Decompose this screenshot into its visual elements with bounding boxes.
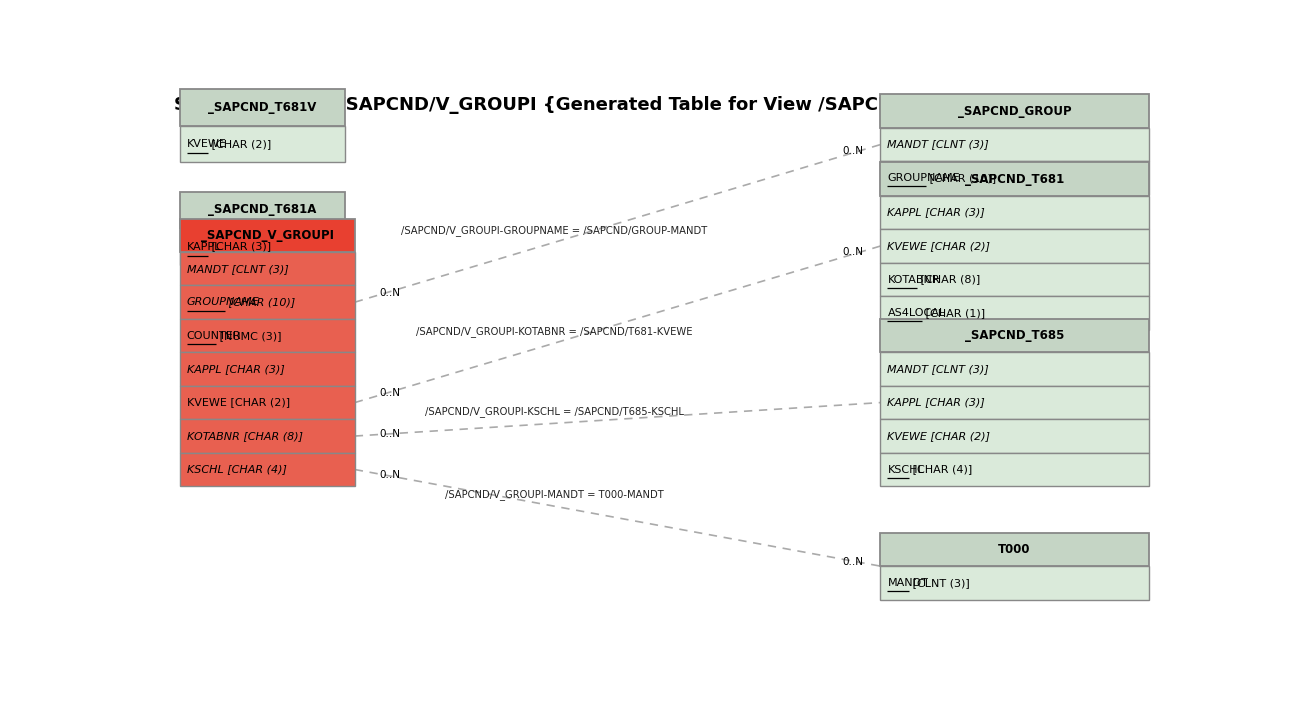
FancyBboxPatch shape [880,196,1149,229]
Text: /SAPCND/V_GROUPI-KSCHL = /SAPCND/T685-KSCHL: /SAPCND/V_GROUPI-KSCHL = /SAPCND/T685-KS… [425,406,683,417]
Text: AS4LOCAL: AS4LOCAL [888,308,946,318]
Text: SAP ABAP table /SAPCND/V_GROUPI {Generated Table for View /SAPCND/V_GROUPI}: SAP ABAP table /SAPCND/V_GROUPI {Generat… [173,96,1028,114]
Text: 0..N: 0..N [380,470,401,480]
FancyBboxPatch shape [180,219,355,252]
Text: KVEWE [CHAR (2)]: KVEWE [CHAR (2)] [888,431,991,441]
Text: /SAPCND/V_GROUPI-GROUPNAME = /SAPCND/GROUP-MANDT: /SAPCND/V_GROUPI-GROUPNAME = /SAPCND/GRO… [402,225,708,236]
Text: _SAPCND_V_GROUPI: _SAPCND_V_GROUPI [200,229,333,242]
Text: MANDT: MANDT [888,578,929,588]
Text: KAPPL [CHAR (3)]: KAPPL [CHAR (3)] [888,207,986,217]
Text: KOTABNR [CHAR (8)]: KOTABNR [CHAR (8)] [186,431,302,441]
FancyBboxPatch shape [180,285,355,319]
Text: MANDT [CLNT (3)]: MANDT [CLNT (3)] [888,139,990,149]
FancyBboxPatch shape [880,353,1149,386]
FancyBboxPatch shape [180,89,345,125]
Text: GROUPNAME: GROUPNAME [186,297,260,307]
FancyBboxPatch shape [880,533,1149,566]
Text: T000: T000 [999,543,1031,556]
FancyBboxPatch shape [880,419,1149,453]
Text: _SAPCND_T681: _SAPCND_T681 [965,172,1065,186]
Text: KSCHL [CHAR (4)]: KSCHL [CHAR (4)] [186,465,287,475]
FancyBboxPatch shape [880,566,1149,599]
Text: [CHAR (3)]: [CHAR (3)] [208,242,271,252]
FancyBboxPatch shape [880,128,1149,161]
Text: _SAPCND_T681V: _SAPCND_T681V [208,101,317,114]
Text: 0..N: 0..N [842,557,863,567]
FancyBboxPatch shape [180,453,355,486]
FancyBboxPatch shape [180,252,355,285]
Text: _SAPCND_GROUP: _SAPCND_GROUP [957,104,1071,118]
Text: 0..N: 0..N [842,146,863,156]
Text: [CHAR (10)]: [CHAR (10)] [926,173,996,183]
Text: KVEWE [CHAR (2)]: KVEWE [CHAR (2)] [186,397,289,407]
FancyBboxPatch shape [880,297,1149,329]
FancyBboxPatch shape [180,125,345,163]
Text: KVEWE [CHAR (2)]: KVEWE [CHAR (2)] [888,241,991,251]
Text: 0..N: 0..N [380,388,401,398]
Text: KOTABNR: KOTABNR [888,275,941,285]
FancyBboxPatch shape [180,419,355,453]
Text: KVEWE: KVEWE [186,139,226,149]
Text: 0..N: 0..N [842,247,863,257]
Text: KAPPL [CHAR (3)]: KAPPL [CHAR (3)] [888,397,986,407]
Text: 0..N: 0..N [380,429,401,439]
FancyBboxPatch shape [180,353,355,386]
FancyBboxPatch shape [180,191,345,229]
FancyBboxPatch shape [880,95,1149,128]
Text: COUNTER: COUNTER [186,331,242,341]
FancyBboxPatch shape [880,263,1149,297]
Text: /SAPCND/V_GROUPI-MANDT = T000-MANDT: /SAPCND/V_GROUPI-MANDT = T000-MANDT [446,489,664,500]
Text: [NUMC (3)]: [NUMC (3)] [216,331,282,341]
Text: MANDT [CLNT (3)]: MANDT [CLNT (3)] [888,364,990,374]
Text: GROUPNAME: GROUPNAME [888,173,960,183]
FancyBboxPatch shape [180,229,345,265]
Text: [CHAR (4)]: [CHAR (4)] [908,465,972,475]
Text: [CHAR (2)]: [CHAR (2)] [208,139,271,149]
Text: [CHAR (10)]: [CHAR (10)] [225,297,295,307]
Text: MANDT [CLNT (3)]: MANDT [CLNT (3)] [186,264,288,273]
Text: [CHAR (1)]: [CHAR (1)] [921,308,985,318]
FancyBboxPatch shape [880,319,1149,353]
FancyBboxPatch shape [880,229,1149,263]
Text: KAPPL: KAPPL [186,242,221,252]
FancyBboxPatch shape [880,161,1149,195]
Text: [CLNT (3)]: [CLNT (3)] [908,578,969,588]
Text: /SAPCND/V_GROUPI-KOTABNR = /SAPCND/T681-KVEWE: /SAPCND/V_GROUPI-KOTABNR = /SAPCND/T681-… [416,326,693,336]
Text: KSCHL: KSCHL [888,465,924,475]
FancyBboxPatch shape [180,386,355,419]
FancyBboxPatch shape [880,453,1149,486]
Text: _SAPCND_T685: _SAPCND_T685 [965,329,1065,342]
Text: 0..N: 0..N [380,287,401,298]
Text: [CHAR (8)]: [CHAR (8)] [917,275,981,285]
FancyBboxPatch shape [880,386,1149,419]
FancyBboxPatch shape [880,163,1149,196]
Text: _SAPCND_T681A: _SAPCND_T681A [208,203,317,217]
Text: KAPPL [CHAR (3)]: KAPPL [CHAR (3)] [186,364,284,374]
FancyBboxPatch shape [180,319,355,353]
